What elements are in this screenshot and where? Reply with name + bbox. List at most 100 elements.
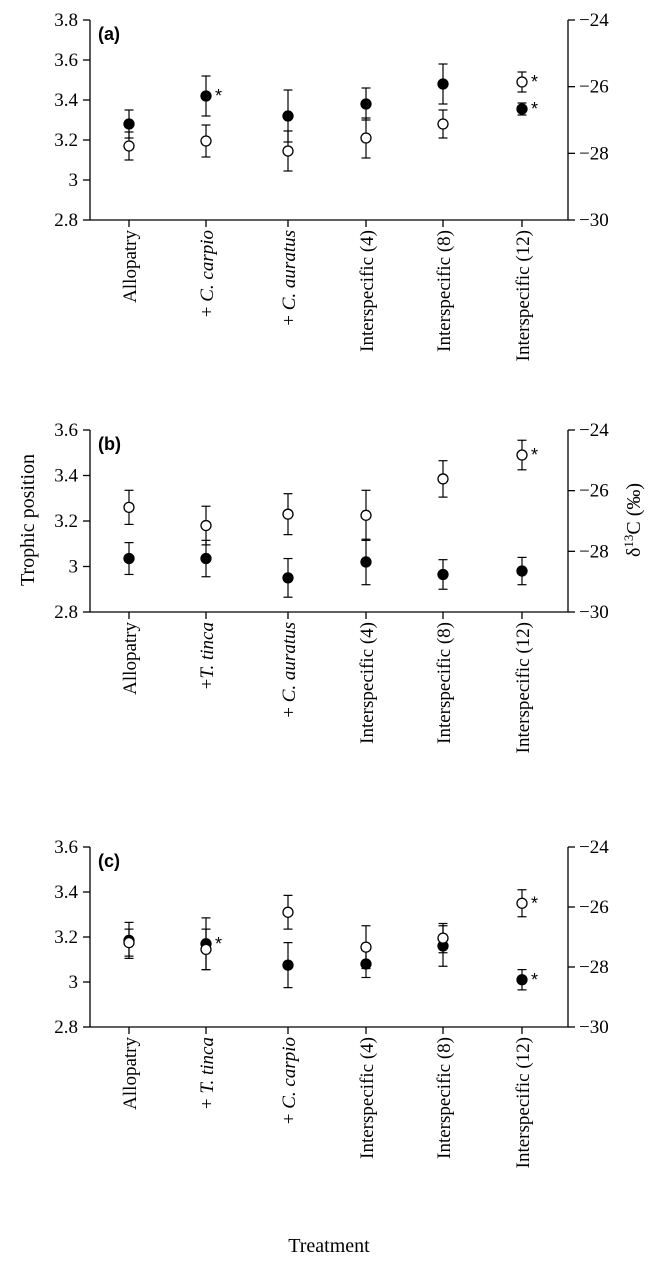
x-tick-label-part: + [197,679,218,690]
open-point [282,906,294,918]
x-tick-label: + T. tinca [197,1037,218,1109]
open-point [200,135,212,147]
y-tick-label: 3.6 [54,837,78,858]
filled-point [282,110,294,122]
x-tick-label-part: C. carpio [279,1037,300,1109]
x-tick-label-part: Allopatry [120,1037,141,1110]
y-tick-label: 3.4 [54,90,78,111]
filled-point [200,90,212,102]
filled-point [200,552,212,565]
filled-point [360,958,372,970]
y-tick-label: 3.2 [54,130,78,151]
open-point [282,145,294,157]
x-tick-label-part: Allopatry [120,230,141,303]
filled-point [360,556,372,568]
filled-point [437,568,449,581]
x-tick-label-part: Interspecific (4) [357,1037,378,1159]
open-point [360,132,372,144]
filled-point [516,974,528,986]
x-tick-label-part: + [279,1109,300,1124]
y-axis-label: Trophic position [17,454,39,586]
open-point [516,897,528,909]
y-tick-label: 3.8 [54,10,78,31]
x-axis-label: Treatment [288,1235,370,1257]
open-point [437,473,449,485]
y-tick-label: 3.2 [54,511,78,532]
open-point [516,76,528,88]
x-tick-label: Interspecific (12) [513,1037,534,1168]
y2-tick-label: −28 [579,541,609,562]
y-tick-label: 3.2 [54,927,78,948]
filled-point [437,78,449,90]
open-significance-star: * [531,72,538,92]
open-point [200,519,212,532]
x-tick-label-part: + [197,302,218,317]
y-tick-label: 3.4 [54,882,78,903]
x-tick-label: + C. carpio [197,230,218,317]
filled-significance-star: * [215,934,222,954]
y-tick-label: 3.4 [54,466,78,487]
x-tick-label: Interspecific (4) [357,1037,378,1159]
filled-significance-star: * [215,86,222,106]
x-tick-label: Interspecific (4) [357,230,378,352]
x-tick-label: Interspecific (8) [434,622,455,744]
filled-significance-star: * [531,970,538,990]
x-tick-label-part: Interspecific (12) [513,622,534,753]
y2-tick-label: −24 [579,420,609,441]
filled-point [282,959,294,971]
y-tick-label: 3.6 [54,420,78,441]
y2-axis-label-main: δ [623,548,645,557]
x-tick-label-part: + [279,310,300,325]
y-tick-label: 3 [69,972,79,993]
panel-label: (b) [98,434,121,454]
open-point [200,943,212,956]
panel-c: 2.8 3 3.2 3.4 3.6 −30 −28 −26 −24 Allopatry + T. t… [54,837,609,1168]
panel-a: 2.8 3 3.2 3.4 3.6 3.8 −30 −28 −26 −24 Allopatry + C… [54,10,609,361]
open-point [360,509,372,521]
x-tick-label: Interspecific (12) [513,230,534,361]
x-tick-label-part: Interspecific (8) [434,230,455,352]
x-tick-label: + C. auratus [279,230,300,326]
x-tick-label-part: C. auratus [279,622,300,702]
y2-axis-label-sup: 13 [621,535,636,548]
y2-tick-label: −28 [579,143,609,164]
y2-axis-label-rest: C (‰) [623,483,645,535]
y-tick-label: 2.8 [54,210,78,231]
y2-tick-label: −26 [579,481,609,502]
panels: 2.8 3 3.2 3.4 3.6 3.8 −30 −28 −26 −24 Allopatry + C… [54,10,609,1168]
y2-tick-label: −24 [579,10,609,31]
open-point [123,501,135,514]
y2-tick-label: −26 [579,77,609,98]
x-tick-label: Allopatry [120,1037,141,1110]
x-tick-label: Allopatry [120,622,141,695]
x-tick-label-part: + [279,702,300,717]
y2-tick-label: −24 [579,837,609,858]
x-tick-label-part: C. auratus [279,230,300,310]
x-tick-label: +T. tinca [197,622,218,689]
open-point [123,140,135,152]
x-tick-label: Interspecific (12) [513,622,534,753]
y2-axis-label: δ13C (‰) [621,483,645,557]
x-tick-label-part: Interspecific (4) [357,230,378,352]
x-tick-label-part: Interspecific (4) [357,622,378,744]
y-tick-label: 2.8 [54,602,78,623]
x-tick-label-part: T. tinca [197,1037,218,1094]
y2-tick-label: −30 [579,1017,609,1038]
x-tick-label-part: C. carpio [197,230,218,302]
open-point [282,508,294,520]
x-tick-label: Interspecific (8) [434,230,455,352]
panel-label: (a) [98,24,120,44]
open-significance-star: * [531,445,538,465]
x-tick-label-part: Allopatry [120,622,141,695]
filled-point [360,98,372,110]
x-tick-label-part: Interspecific (8) [434,622,455,744]
filled-point [123,552,135,565]
filled-significance-star: * [531,99,538,119]
x-tick-label: + C. auratus [279,622,300,718]
x-tick-label-part: Interspecific (8) [434,1037,455,1159]
x-tick-label: + C. carpio [279,1037,300,1124]
open-point [360,941,372,953]
open-point [123,936,135,949]
